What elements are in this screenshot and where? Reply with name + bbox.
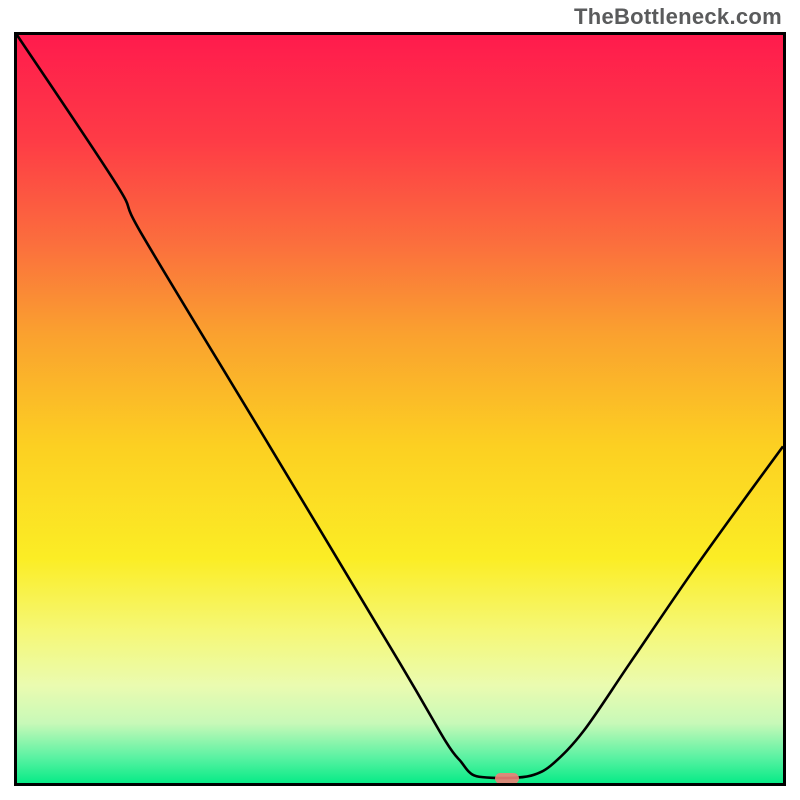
chart-svg xyxy=(17,35,783,783)
optimal-point-marker xyxy=(495,773,520,784)
chart-stage: { "watermark": { "text": "TheBottleneck.… xyxy=(0,0,800,800)
watermark-text: TheBottleneck.com xyxy=(574,4,782,30)
chart-plot-area xyxy=(14,32,786,786)
chart-background xyxy=(17,35,783,783)
